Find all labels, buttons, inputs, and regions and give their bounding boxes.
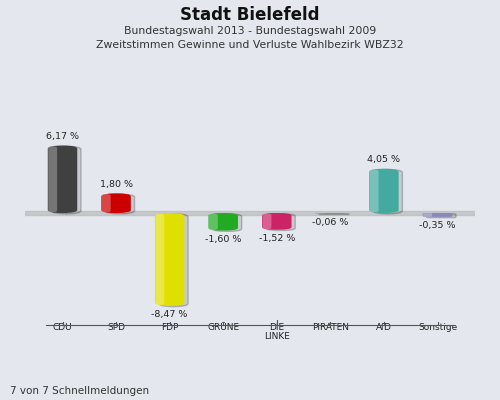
Text: -0,06 %: -0,06 % bbox=[312, 218, 348, 227]
Text: -0,35 %: -0,35 % bbox=[420, 221, 456, 230]
Text: -8,47 %: -8,47 % bbox=[152, 310, 188, 319]
FancyBboxPatch shape bbox=[99, 194, 114, 213]
FancyBboxPatch shape bbox=[423, 213, 452, 217]
FancyBboxPatch shape bbox=[152, 213, 168, 306]
FancyBboxPatch shape bbox=[102, 193, 131, 213]
Bar bbox=[25, 211, 475, 215]
Text: -1,52 %: -1,52 % bbox=[258, 234, 295, 243]
FancyBboxPatch shape bbox=[208, 213, 220, 230]
FancyBboxPatch shape bbox=[212, 214, 242, 231]
FancyBboxPatch shape bbox=[366, 169, 382, 213]
Text: 6,17 %: 6,17 % bbox=[46, 132, 79, 141]
Text: -1,60 %: -1,60 % bbox=[205, 235, 242, 244]
Text: SPD: SPD bbox=[107, 322, 125, 332]
FancyBboxPatch shape bbox=[369, 169, 398, 213]
Text: 7 von 7 Schnellmeldungen: 7 von 7 Schnellmeldungen bbox=[10, 386, 149, 396]
FancyBboxPatch shape bbox=[208, 213, 238, 230]
Text: PIRATEN: PIRATEN bbox=[312, 322, 349, 332]
Text: 1,80 %: 1,80 % bbox=[100, 180, 132, 189]
FancyBboxPatch shape bbox=[105, 194, 134, 214]
FancyBboxPatch shape bbox=[48, 146, 77, 213]
FancyBboxPatch shape bbox=[316, 213, 325, 214]
FancyBboxPatch shape bbox=[373, 170, 402, 214]
FancyBboxPatch shape bbox=[262, 213, 292, 230]
FancyBboxPatch shape bbox=[158, 214, 188, 306]
Text: DIE
LINKE: DIE LINKE bbox=[264, 322, 289, 341]
FancyBboxPatch shape bbox=[155, 213, 184, 306]
FancyBboxPatch shape bbox=[52, 146, 81, 214]
Text: Stadt Bielefeld: Stadt Bielefeld bbox=[180, 6, 320, 24]
Text: Zweitstimmen Gewinne und Verluste Wahlbezirk WBZ32: Zweitstimmen Gewinne und Verluste Wahlbe… bbox=[96, 40, 404, 50]
Text: 4,05 %: 4,05 % bbox=[368, 155, 400, 164]
Text: GRÜNE: GRÜNE bbox=[207, 322, 240, 332]
Text: Sonstige: Sonstige bbox=[418, 322, 457, 332]
Text: CDU: CDU bbox=[52, 322, 72, 332]
Text: Bundestagswahl 2013 - Bundestagswahl 2009: Bundestagswahl 2013 - Bundestagswahl 200… bbox=[124, 26, 376, 36]
FancyBboxPatch shape bbox=[316, 213, 345, 214]
FancyBboxPatch shape bbox=[262, 213, 272, 230]
FancyBboxPatch shape bbox=[266, 214, 296, 230]
Text: FDP: FDP bbox=[161, 322, 178, 332]
FancyBboxPatch shape bbox=[45, 146, 60, 213]
FancyBboxPatch shape bbox=[424, 213, 432, 217]
Text: AfD: AfD bbox=[376, 322, 392, 332]
FancyBboxPatch shape bbox=[426, 214, 456, 218]
